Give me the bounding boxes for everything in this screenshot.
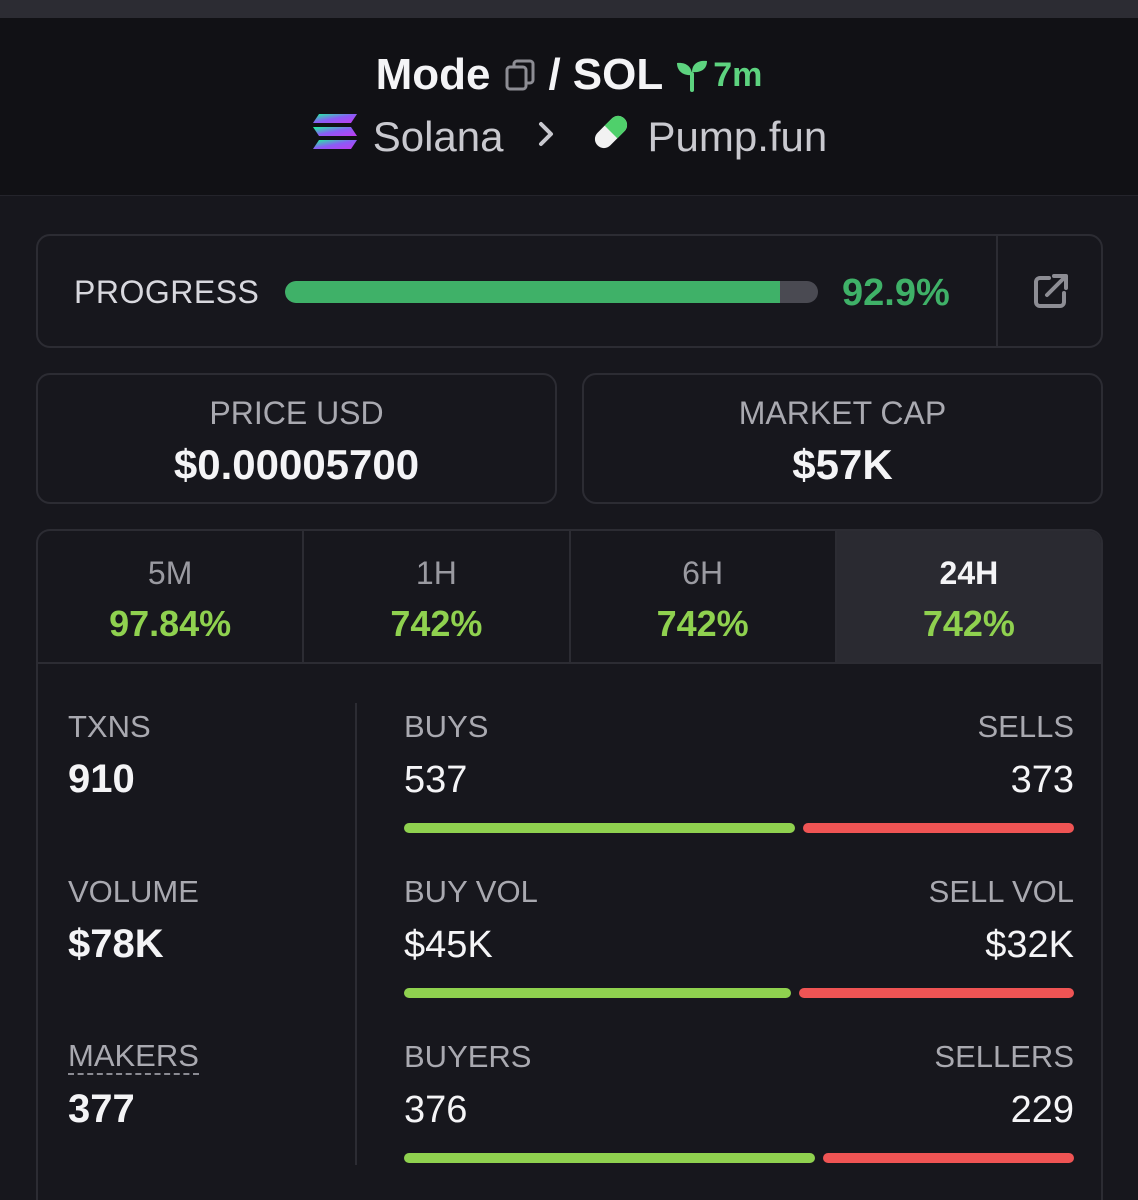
- tab-change: 742%: [390, 603, 483, 644]
- tab-1h[interactable]: 1H 742%: [304, 531, 571, 662]
- market-cap-card: MARKET CAP $57K: [582, 373, 1103, 504]
- pair-age: 7m: [675, 56, 762, 95]
- pair-age-value: 7m: [713, 55, 763, 94]
- pair-header: Mode / SOL 7m: [0, 18, 1138, 196]
- makers-bar: [404, 1153, 1074, 1163]
- pair-separator: /: [548, 50, 561, 99]
- solana-logo-icon: [311, 112, 359, 162]
- makers-metric: MAKERS 377: [68, 1039, 199, 1132]
- makers-value: 377: [68, 1087, 135, 1131]
- txns-metric: TXNS 910: [68, 709, 151, 802]
- buyers-label: BUYERS: [404, 1039, 532, 1074]
- tab-label: 5M: [147, 555, 193, 591]
- buy-vol-value: $45K: [404, 924, 493, 966]
- price-usd-label: PRICE USD: [209, 395, 384, 431]
- tab-6h[interactable]: 6H 742%: [571, 531, 837, 662]
- external-link-icon: [1033, 274, 1068, 308]
- chain-breadcrumb: Solana Pump.fun: [0, 112, 1138, 162]
- makers-split: BUYERS SELLERS 376 229: [404, 1039, 1074, 1169]
- quote-symbol: SOL: [572, 50, 664, 99]
- tab-label: 6H: [682, 555, 724, 591]
- sell-vol-value: $32K: [985, 924, 1074, 966]
- buys-bar: [404, 823, 795, 833]
- volume-bar: [404, 988, 1074, 998]
- sellers-bar: [823, 1153, 1074, 1163]
- chain-name[interactable]: Solana: [372, 113, 504, 160]
- token-symbol: Mode: [375, 50, 491, 99]
- external-link-button[interactable]: [998, 236, 1103, 346]
- sellers-value: 229: [1010, 1089, 1074, 1131]
- progress-divider: [996, 236, 998, 346]
- tab-change: 742%: [656, 603, 749, 644]
- sells-bar: [802, 823, 1074, 833]
- timeframe-tabs: 5M 97.84% 1H 742% 6H 742% 24H 742%: [38, 531, 1101, 664]
- buy-vol-bar: [404, 988, 791, 998]
- volume-value: $78K: [68, 922, 164, 966]
- sellers-label: SELLERS: [934, 1039, 1074, 1074]
- volume-metric: VOLUME $78K: [68, 874, 199, 967]
- buyers-bar: [404, 1153, 816, 1163]
- pair-title: Mode / SOL 7m: [0, 48, 1138, 102]
- tab-label: 24H: [939, 555, 999, 591]
- progress-bar-fill: [285, 281, 781, 303]
- progress-label: PROGRESS: [74, 274, 260, 310]
- txns-label: TXNS: [68, 709, 151, 744]
- price-usd-card: PRICE USD $0.00005700: [36, 373, 557, 504]
- volume-split: BUY VOL SELL VOL $45K $32K: [404, 874, 1074, 1004]
- tab-label: 1H: [415, 555, 457, 591]
- market-cap-label: MARKET CAP: [738, 395, 947, 431]
- top-strip: [0, 0, 1138, 18]
- buys-sells-split: BUYS SELLS 537 373: [404, 709, 1074, 839]
- txns-value: 910: [68, 757, 135, 801]
- progress-value: 92.9%: [842, 272, 950, 314]
- sell-vol-label: SELL VOL: [928, 874, 1074, 909]
- buys-value: 537: [404, 759, 468, 801]
- market-cap-value: $57K: [792, 441, 893, 488]
- volume-label: VOLUME: [68, 874, 199, 909]
- sell-vol-bar: [798, 988, 1074, 998]
- buys-label: BUYS: [404, 709, 489, 744]
- tab-24h[interactable]: 24H 742%: [836, 531, 1101, 662]
- tab-5m[interactable]: 5M 97.84%: [38, 531, 305, 662]
- stats-panel: 5M 97.84% 1H 742% 6H 742% 24H 742% TXNS …: [36, 529, 1103, 1200]
- buyers-value: 376: [404, 1089, 468, 1131]
- copy-icon[interactable]: [503, 58, 537, 92]
- progress-bar: [285, 281, 818, 303]
- dex-name[interactable]: Pump.fun: [647, 113, 828, 160]
- chevron-right-icon: [536, 116, 556, 158]
- bonding-progress-card: PROGRESS 92.9%: [36, 234, 1103, 348]
- buys-sells-bar: [404, 823, 1074, 833]
- makers-label[interactable]: MAKERS: [68, 1038, 199, 1075]
- buy-vol-label: BUY VOL: [404, 874, 538, 909]
- column-divider: [355, 703, 357, 1165]
- sprout-icon: [677, 60, 708, 92]
- price-usd-value: $0.00005700: [173, 441, 420, 488]
- pill-icon: [588, 109, 634, 165]
- tab-change: 97.84%: [109, 603, 232, 644]
- sells-value: 373: [1010, 759, 1074, 801]
- tab-change: 742%: [922, 603, 1015, 644]
- sells-label: SELLS: [977, 709, 1074, 744]
